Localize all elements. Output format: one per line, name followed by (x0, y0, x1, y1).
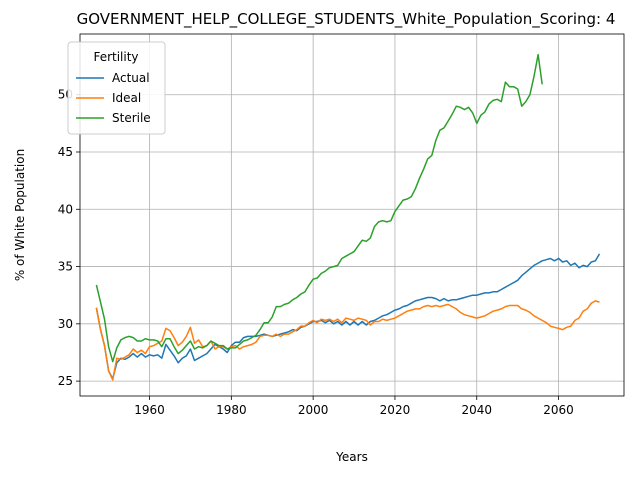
x-axis-label: Years (335, 450, 368, 464)
grid-lines (80, 34, 624, 396)
legend-title: Fertility (93, 50, 138, 64)
legend-label-sterile: Sterile (112, 111, 151, 125)
legend-label-ideal: Ideal (112, 91, 141, 105)
x-tick-label: 2020 (380, 403, 411, 417)
x-tick-label: 1960 (134, 403, 165, 417)
x-tick-label: 1980 (216, 403, 247, 417)
legend: Fertility Actual Ideal Sterile (67, 41, 166, 135)
y-axis-label: % of White Population (13, 149, 27, 281)
legend-entries: Actual Ideal Sterile (76, 71, 151, 125)
series-line-ideal (95, 300, 600, 381)
series-layer (95, 53, 601, 381)
x-axis: 1960 1980 2000 2020 2040 2060 (134, 396, 574, 417)
y-tick-label: 40 (58, 202, 73, 216)
chart-title: GOVERNMENT_HELP_COLLEGE_STUDENTS_White_P… (77, 10, 616, 29)
legend-label-actual: Actual (112, 71, 150, 85)
legend-box (67, 41, 166, 135)
x-tick-label: 2060 (543, 403, 574, 417)
y-tick-label: 35 (58, 260, 73, 274)
x-tick-label: 2040 (461, 403, 492, 417)
plot-frame (79, 33, 625, 397)
y-tick-label: 30 (58, 317, 73, 331)
x-tick-label: 2000 (298, 403, 329, 417)
series-line-actual (95, 253, 601, 380)
y-tick-label: 25 (58, 374, 73, 388)
y-tick-label: 45 (58, 145, 73, 159)
series-line-sterile (95, 53, 543, 363)
